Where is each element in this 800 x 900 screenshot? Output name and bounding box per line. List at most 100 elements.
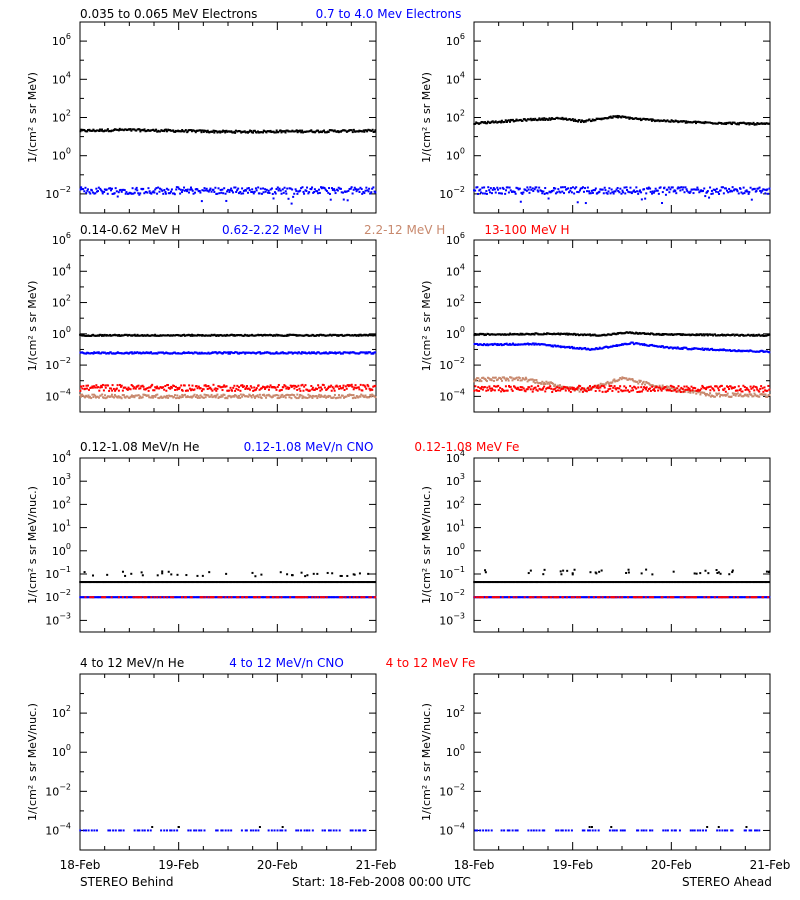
data-point xyxy=(574,334,577,337)
data-point xyxy=(97,396,100,399)
legend-entry: 13-100 MeV H xyxy=(484,223,569,237)
data-point xyxy=(592,348,595,351)
data-point xyxy=(559,332,562,335)
data-point xyxy=(184,393,187,396)
data-point xyxy=(570,119,573,122)
data-point xyxy=(571,388,574,391)
data-point xyxy=(241,384,244,387)
data-point xyxy=(335,384,338,387)
data-point xyxy=(353,573,356,576)
data-point xyxy=(98,130,101,133)
data-point xyxy=(127,386,130,389)
data-point xyxy=(564,186,567,189)
data-point xyxy=(109,581,112,584)
data-point xyxy=(141,396,144,399)
data-point xyxy=(344,581,347,584)
data-point xyxy=(536,389,539,392)
data-point xyxy=(242,394,245,397)
data-point xyxy=(507,191,510,194)
data-point xyxy=(347,189,350,192)
data-point xyxy=(624,331,627,334)
data-point xyxy=(517,388,520,391)
data-point xyxy=(178,187,181,190)
data-point xyxy=(226,333,229,336)
data-point xyxy=(285,387,288,390)
data-point xyxy=(720,334,723,337)
data-point xyxy=(262,393,265,396)
data-point xyxy=(351,351,354,354)
data-point xyxy=(363,333,366,336)
data-point xyxy=(261,385,264,388)
data-point xyxy=(304,581,307,584)
data-point xyxy=(172,129,175,132)
data-point xyxy=(753,187,756,190)
data-point xyxy=(333,189,336,192)
data-point xyxy=(131,352,134,355)
data-point xyxy=(82,188,85,191)
data-point xyxy=(574,118,577,121)
data-point xyxy=(225,351,228,354)
data-point xyxy=(497,120,500,123)
data-point xyxy=(722,192,725,195)
data-point xyxy=(328,596,331,599)
data-point xyxy=(479,332,482,335)
data-point xyxy=(155,387,158,390)
y-tick-label: 10−4 xyxy=(439,387,465,403)
data-point xyxy=(548,387,551,390)
data-point xyxy=(173,334,176,337)
data-point xyxy=(343,388,346,391)
data-point xyxy=(550,118,553,121)
data-point xyxy=(145,190,148,193)
data-point xyxy=(269,581,272,584)
data-point xyxy=(682,581,685,584)
data-point xyxy=(204,352,207,355)
data-point xyxy=(194,334,197,337)
data-point xyxy=(645,333,648,336)
data-point xyxy=(319,596,322,599)
data-point xyxy=(596,384,599,387)
data-point xyxy=(359,383,362,386)
data-point xyxy=(283,130,286,133)
data-point xyxy=(342,198,345,201)
data-point xyxy=(335,396,338,399)
data-point xyxy=(594,390,597,393)
data-point xyxy=(642,581,645,584)
data-point xyxy=(714,122,717,125)
data-point xyxy=(699,348,702,351)
data-point xyxy=(759,350,762,353)
data-point xyxy=(671,389,674,392)
data-point xyxy=(633,189,636,192)
data-point xyxy=(359,395,362,398)
data-point xyxy=(183,333,186,336)
data-point xyxy=(243,385,246,388)
data-point xyxy=(358,388,361,391)
data-point xyxy=(554,389,557,392)
data-point xyxy=(277,394,280,397)
data-point xyxy=(579,347,582,350)
data-point xyxy=(219,131,222,134)
data-point xyxy=(107,581,110,584)
data-point xyxy=(587,333,590,336)
data-point xyxy=(144,596,147,599)
data-point xyxy=(680,186,683,189)
data-point xyxy=(516,379,519,382)
data-point xyxy=(511,342,514,345)
data-point xyxy=(683,385,686,388)
data-point xyxy=(637,342,640,345)
data-point xyxy=(604,189,607,192)
data-point xyxy=(583,387,586,390)
data-point xyxy=(89,596,92,599)
data-point xyxy=(161,351,164,354)
data-point xyxy=(329,395,332,398)
data-point xyxy=(339,333,342,336)
data-point xyxy=(489,121,492,124)
series-2-2-12-mev-h xyxy=(79,393,377,400)
data-point xyxy=(479,188,482,191)
data-point xyxy=(95,384,98,387)
data-point xyxy=(650,343,653,346)
data-point xyxy=(628,581,631,584)
data-point xyxy=(741,581,744,584)
data-point xyxy=(106,573,109,576)
data-point xyxy=(216,387,219,390)
data-point xyxy=(623,385,626,388)
